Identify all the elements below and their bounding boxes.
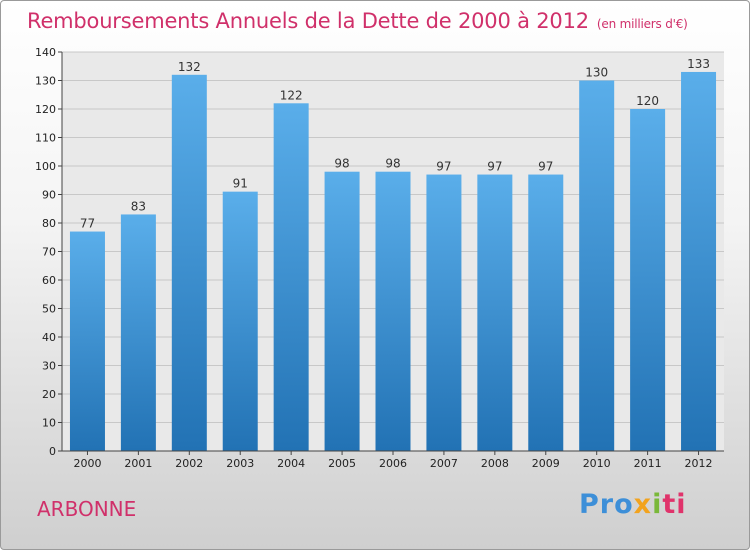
x-tick-label: 2009 [532,457,560,470]
bar [579,80,615,451]
data-label: 77 [80,217,95,231]
y-tick-label: 90 [42,189,56,202]
data-label: 83 [131,199,146,213]
x-axis: 2000 2001 2002 2003 2004 2005 2006 2007 2008 2009… [62,450,724,470]
y-tick-label: 20 [42,388,56,401]
data-label: 120 [636,94,659,108]
data-label: 98 [334,157,349,171]
bars: 77 83 132 91 122 98 98 97 97 97 130 120 133 [69,57,717,452]
chart-title-text: Remboursements Annuels de la Dette de 20… [27,9,589,33]
logo-part-1: Pro [579,489,634,520]
y-tick-label: 140 [35,46,56,59]
y-tick-label: 70 [42,246,56,259]
y-axis: 0 10 20 30 40 50 60 70 80 90 100 110 120 130 140 [35,46,63,458]
bar [324,171,360,451]
y-tick-label: 130 [35,75,56,88]
bar [69,231,105,451]
y-tick-label: 100 [35,160,56,173]
x-tick-label: 2003 [226,457,254,470]
x-tick-label: 2008 [481,457,509,470]
x-tick-label: 2006 [379,457,407,470]
x-tick-label: 2012 [685,457,713,470]
y-tick-label: 120 [35,103,56,116]
y-tick-label: 80 [42,217,56,230]
x-tick-label: 2005 [328,457,356,470]
x-tick-label: 2000 [73,457,101,470]
town-name: ARBONNE [37,497,137,521]
bar [426,174,462,452]
data-label: 130 [585,66,608,80]
data-label: 98 [385,157,400,171]
y-tick-label: 30 [42,360,56,373]
logo-part-4: ti [662,489,687,520]
chart-unit: (en milliers d'€) [596,17,688,31]
logo-part-3: i [652,489,663,520]
y-tick-label: 40 [42,331,56,344]
data-label: 97 [538,160,553,174]
bar [273,103,309,452]
bar [477,174,513,452]
x-tick-label: 2004 [277,457,305,470]
x-tick-label: 2010 [583,457,611,470]
bar [120,214,156,451]
data-label: 91 [233,177,248,191]
bar [630,109,666,451]
bar [528,174,564,452]
bar [171,74,207,452]
bar [375,171,411,451]
x-tick-label: 2007 [430,457,458,470]
data-label: 132 [178,60,201,74]
logo-part-2: x [633,489,653,520]
data-label: 97 [436,160,451,174]
chart-title: Remboursements Annuels de la Dette de 20… [27,9,688,33]
y-tick-label: 0 [49,445,56,458]
y-tick-label: 10 [42,417,56,430]
x-tick-label: 2001 [124,457,152,470]
data-label: 122 [280,88,303,102]
data-label: 97 [487,160,502,174]
proxiti-logo: Proxiti [579,489,687,520]
bar [222,191,258,451]
y-tick-label: 110 [35,132,56,145]
bar [681,71,717,451]
y-tick-label: 50 [42,303,56,316]
x-tick-label: 2002 [175,457,203,470]
data-label: 133 [687,57,710,71]
y-tick-label: 60 [42,274,56,287]
x-tick-label: 2011 [634,457,662,470]
